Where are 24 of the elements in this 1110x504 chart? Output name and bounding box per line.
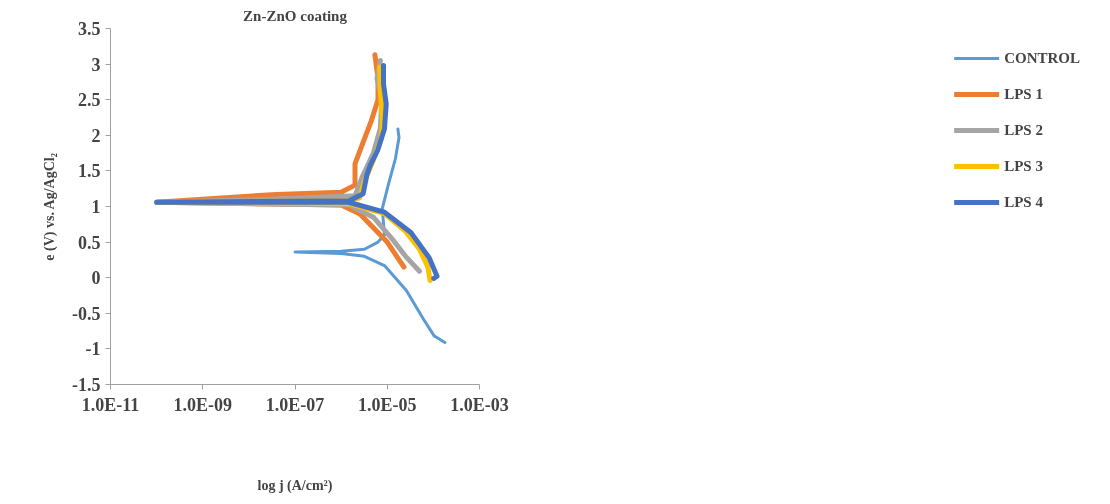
- y-tick-label: -1.5: [72, 375, 101, 395]
- legend-label: LPS 4: [1004, 193, 1043, 211]
- y-tick-label: 0.5: [78, 232, 101, 253]
- x-tick-label: 1.0E-11: [81, 394, 140, 415]
- y-tick-label: 3.5: [78, 19, 101, 39]
- y-tick-label: -1: [85, 339, 101, 360]
- legend-label: LPS 1: [1004, 85, 1043, 103]
- legend-label: LPS 2: [1004, 121, 1043, 139]
- x-tick-label: 1.0E-07: [265, 394, 325, 415]
- y-tick-label: 3: [91, 54, 101, 75]
- y-tick-label: 1: [91, 197, 101, 217]
- y-tick-label: 2: [91, 125, 101, 146]
- y-axis-title: e (V) vs. Ag/AgCl₂: [42, 153, 59, 261]
- legend-label: CONTROL: [1004, 49, 1080, 67]
- y-tick-label: 0: [91, 268, 101, 289]
- x-tick-label: 1.0E-05: [358, 394, 417, 415]
- y-tick-label: -0.5: [72, 303, 101, 324]
- y-tick-label: 1.5: [78, 161, 101, 182]
- x-tick-label: 1.0E-03: [450, 394, 509, 415]
- chart-title: Zn-ZnO coating: [243, 7, 348, 24]
- y-tick-label: 2.5: [78, 90, 101, 111]
- x-axis-title: log j (A/cm²): [257, 477, 333, 494]
- legend-label: LPS 3: [1004, 157, 1043, 175]
- x-tick-label: 1.0E-09: [173, 394, 232, 415]
